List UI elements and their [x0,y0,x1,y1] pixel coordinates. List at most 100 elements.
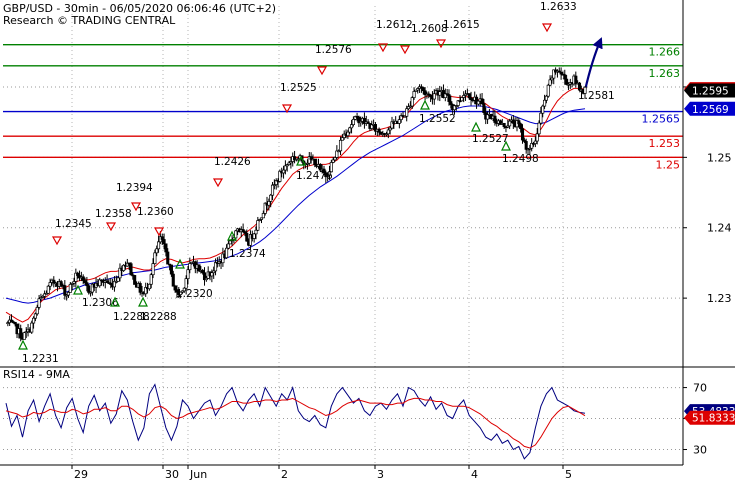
trough-marker [296,155,306,166]
candle-body [19,328,23,339]
candle-body [309,156,313,160]
rsi-value-tag-bg [684,410,735,425]
candle-body [261,213,265,219]
candle-body [423,90,427,96]
candle-body [37,298,41,308]
candle-body [520,128,525,141]
candle-body [362,117,366,124]
candle-body [129,263,133,276]
candle-body [530,142,534,149]
peak-label: 1.2608 [411,23,448,35]
candle-body [43,293,47,297]
peak-label: 1.2345 [55,218,92,230]
candle-body [346,131,350,137]
trough-label: 1.2288 [113,311,150,323]
candle-body [508,120,512,127]
candle-body [243,231,247,234]
candle-body [144,287,148,295]
trough-marker [471,121,481,132]
trough-marker [18,339,28,350]
candle-body [331,159,335,163]
candle-body [46,285,50,294]
candle-body [486,114,490,120]
candle-body [476,100,480,105]
candle-body [263,202,267,214]
candle-body [180,290,185,293]
time-tick-label: 29 [74,468,88,480]
rsi-line [5,383,586,460]
candle-body [157,241,161,250]
candle-body [502,122,506,127]
candle-body [456,100,460,106]
candle-body [467,93,471,99]
candle-body [333,157,337,161]
candle-body [164,243,168,253]
candle-body [125,262,129,267]
candle-body [179,291,183,295]
candle-body [105,280,109,283]
candle-body [76,272,80,276]
candle-body [414,89,418,92]
time-tick-label: 2 [281,468,288,480]
peak-label: 1.2525 [280,82,317,94]
peak-label: 1.2426 [214,156,251,168]
key-level-label: 1.25 [656,158,681,171]
candle-body [122,264,126,271]
candle-body [33,313,37,319]
candle-body [351,118,355,125]
price-tick-label: 1.23 [707,292,732,305]
candle-body [559,71,563,75]
candle-body [565,78,569,85]
candle-body [254,229,258,235]
candle-body [557,70,561,73]
fast-moving-average-line [5,87,586,323]
candle-body [269,194,273,202]
candle-body [390,121,394,129]
candle-body [182,287,186,292]
candle-body [353,116,357,120]
price-tag-bg [684,83,735,98]
candle-body [171,273,175,287]
rsi-moving-average-line [5,397,586,449]
candle-body [438,91,442,96]
candle-body [506,125,510,128]
candle-body [511,119,515,124]
peak-label: 1.2394 [116,182,153,194]
candle-body [283,165,287,171]
candle-body [147,283,151,290]
time-tick-label: 5 [565,468,572,480]
candle-body [63,285,67,296]
candle-body [548,79,552,86]
candle-body [83,280,87,283]
peak-marker [541,23,553,33]
trough-label: 1.2581 [578,90,615,102]
candle-body [213,262,218,272]
candle-body [480,98,484,105]
candle-body [138,283,142,293]
peak-label: 1.2360 [137,206,174,218]
peak-marker [51,236,63,246]
candle-body [528,147,532,150]
trough-label: 1.2288 [140,311,177,323]
candle-body [259,217,264,220]
candle-body [370,124,374,129]
candle-body [282,169,286,174]
candle-body [160,236,164,240]
candle-body [469,97,473,101]
time-tick-label: Jun [189,468,207,480]
peak-label: 1.2615 [443,19,480,31]
chart-header-source: Research © TRADING CENTRAL [3,14,176,27]
candle-body [272,184,276,186]
candle-body [313,158,317,166]
candle-body [274,180,278,185]
key-level-label: 1.2565 [642,113,681,126]
candle-body [443,93,447,98]
candle-body [252,233,256,239]
price-tag-bg [684,101,735,116]
candle-body [307,156,311,164]
candle-body [162,239,166,245]
trough-label: 1.2306 [82,297,119,309]
candle-body [24,331,28,334]
candle-body [13,321,17,325]
candle-body [289,161,293,164]
